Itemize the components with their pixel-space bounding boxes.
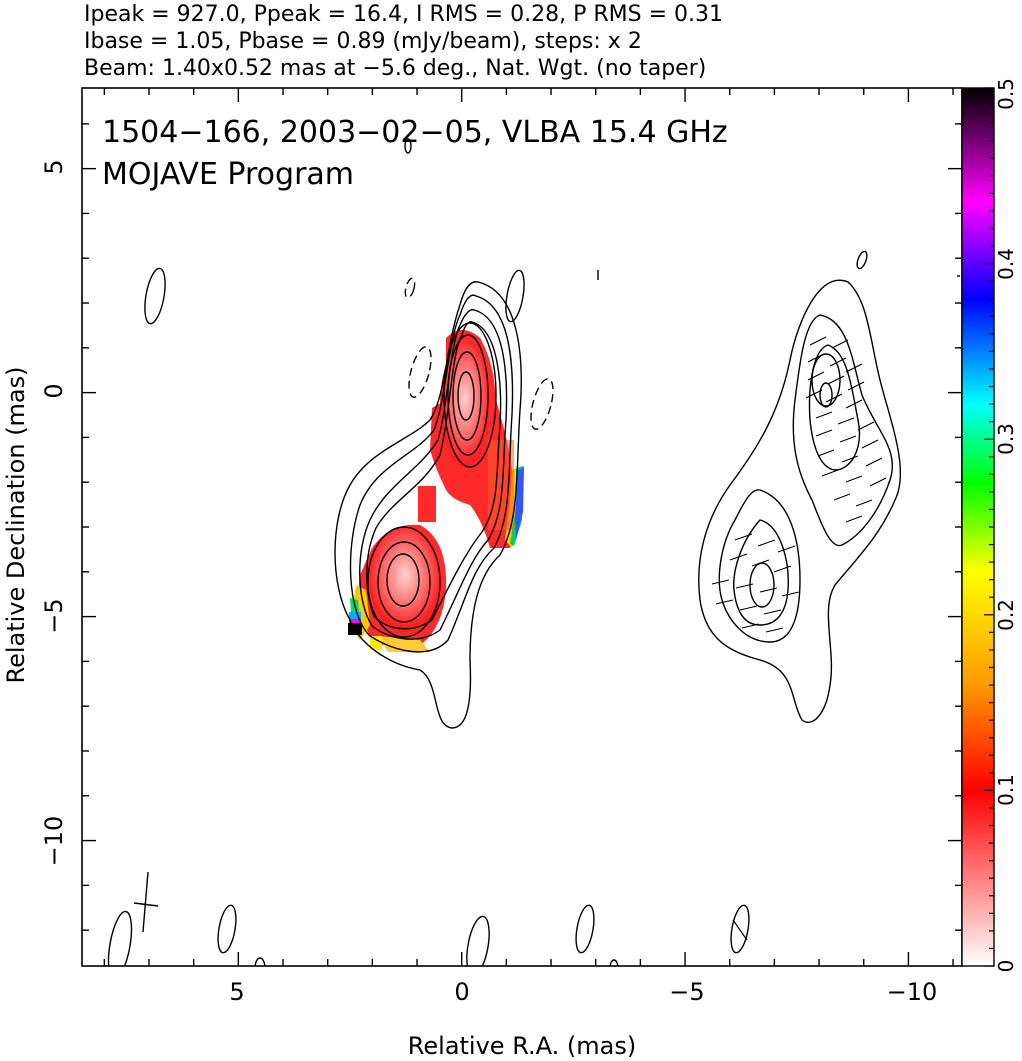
y-tick-label: 0 <box>40 383 68 398</box>
colorbar-tick-label: 0.1 <box>994 774 1018 806</box>
y-tick-label: −5 <box>40 598 68 633</box>
colorbar-tick-label: 0 <box>994 960 1018 973</box>
negative-contours <box>404 277 554 430</box>
colorbar <box>961 87 995 967</box>
colorbar-ticks <box>984 87 994 967</box>
y-tick-label: −10 <box>40 816 68 867</box>
x-tick-label: −5 <box>669 978 704 1006</box>
x-tick-labels: 5 0 −5 −10 <box>229 978 937 1006</box>
colorbar-tick-label: 0.3 <box>994 423 1018 455</box>
intensity-contours-main <box>334 281 522 729</box>
y-tick-labels: 5 0 −5 −10 <box>40 159 68 866</box>
header-line-2: Ibase = 1.05, Pbase = 0.89 (mJy/beam), s… <box>84 29 642 54</box>
x-tick-label: 0 <box>454 978 469 1006</box>
map-content <box>107 138 960 966</box>
axis-ticks <box>82 88 962 966</box>
beam-cross <box>133 871 159 933</box>
x-tick-label: −10 <box>887 978 938 1006</box>
map-title: 1504−166, 2003−02−05, VLBA 15.4 GHz <box>102 115 728 150</box>
colorbar-tick-label: 0.5 <box>994 78 1018 110</box>
x-tick-label: 5 <box>229 978 244 1006</box>
colorbar-tick-labels: 0 0.1 0.2 0.3 0.4 0.5 <box>994 78 1018 972</box>
x-axis-title: Relative R.A. (mas) <box>408 1032 636 1060</box>
evpa-vectors <box>711 336 887 941</box>
y-tick-label: 5 <box>40 159 68 174</box>
map-subtitle: MOJAVE Program <box>102 157 354 192</box>
plot-frame <box>81 87 963 967</box>
isolated-contours <box>107 138 960 966</box>
colorbar-tick-label: 0.4 <box>994 248 1018 280</box>
header-line-3: Beam: 1.40x0.52 mas at −5.6 deg., Nat. W… <box>84 56 706 81</box>
colorbar-tick-label: 0.2 <box>994 599 1018 631</box>
y-axis-title: Relative Declination (mas) <box>2 366 30 683</box>
header-line-1: Ipeak = 927.0, Ppeak = 16.4, I RMS = 0.2… <box>84 2 723 27</box>
